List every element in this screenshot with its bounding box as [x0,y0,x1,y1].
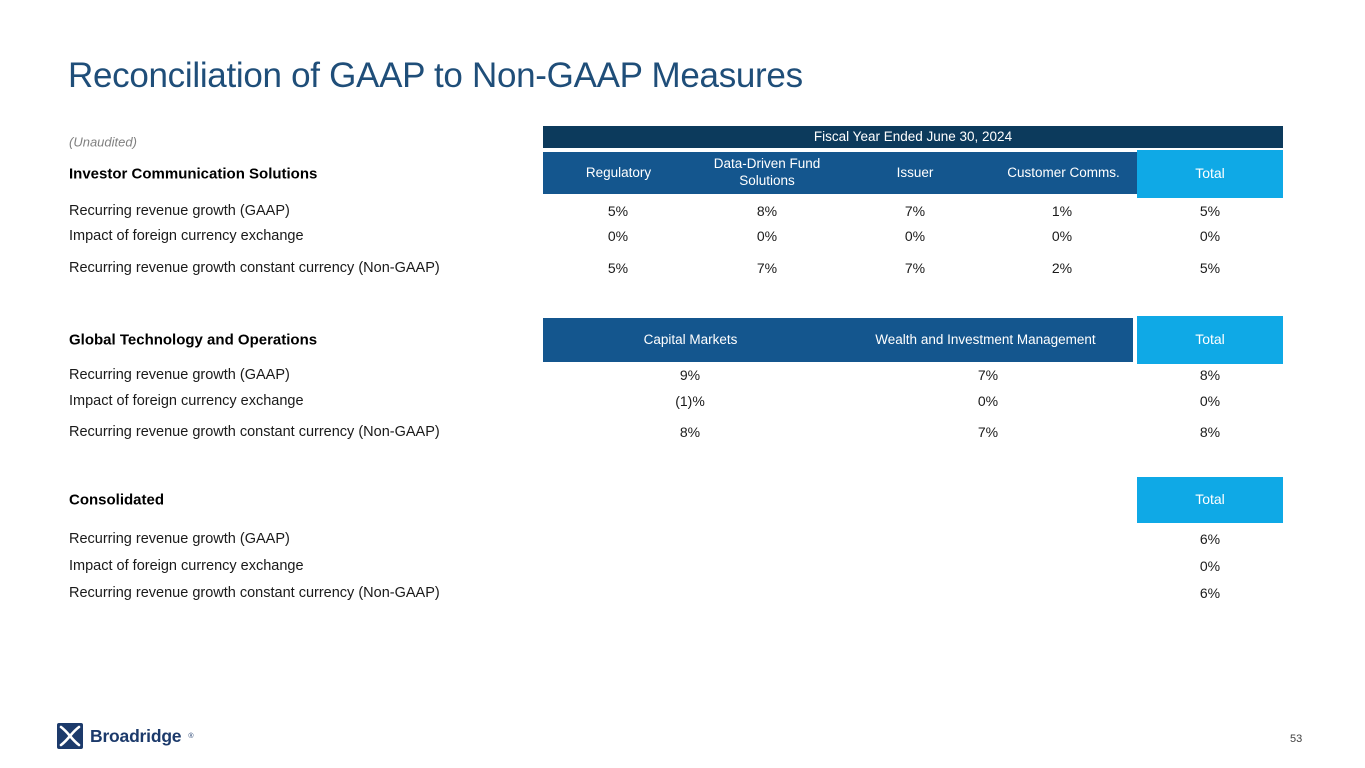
row-label: Recurring revenue growth constant curren… [69,424,440,440]
cell-value: 5% [1199,203,1221,219]
row-label: Recurring revenue growth (GAAP) [69,531,290,547]
row-label: Recurring revenue growth (GAAP) [69,367,290,383]
page-title: Reconciliation of GAAP to Non-GAAP Measu… [68,56,803,95]
row-label: Impact of foreign currency exchange [69,558,304,574]
unaudited-note: (Unaudited) [69,134,137,150]
broadridge-wordmark: Broadridge [90,725,182,746]
column-header-data-driven-fund-solutions: Data-Driven Fund Solutions [694,152,840,194]
section-label-investor-communication-solutions: Investor Communication Solutions [69,165,318,183]
section-label-global-technology-and-operations: Global Technology and Operations [69,331,318,349]
cell-value: 8% [756,203,778,219]
row-label: Impact of foreign currency exchange [69,228,304,244]
cell-value: 8% [679,424,701,440]
cell-value: 8% [1199,424,1221,440]
column-header-regulatory: Regulatory [543,152,694,194]
column-header-total: Total [1137,477,1283,523]
cell-value: 5% [607,203,629,219]
cell-value: 0% [756,228,778,244]
cell-value: 6% [1199,531,1221,547]
cell-value: 6% [1199,585,1221,601]
cell-value: 0% [1199,393,1221,409]
cell-value: 0% [977,393,999,409]
column-header-total: Total [1137,316,1283,364]
cell-value: 1% [1051,203,1073,219]
column-header-capital-markets: Capital Markets [543,318,838,362]
cell-value: 5% [1199,260,1221,276]
column-header-total: Total [1137,150,1283,198]
row-label: Recurring revenue growth constant curren… [69,585,440,601]
broadridge-logo-icon [57,723,83,749]
cell-value: (1)% [675,393,705,409]
cell-value: 0% [607,228,629,244]
row-label: Impact of foreign currency exchange [69,393,304,409]
cell-value: 0% [904,228,926,244]
cell-value: 8% [1199,367,1221,383]
cell-value: 7% [977,424,999,440]
column-header-wealth-and-investment-management: Wealth and Investment Management [838,318,1133,362]
fiscal-period-header: Fiscal Year Ended June 30, 2024 [543,126,1283,148]
page-number: 53 [1290,733,1303,745]
row-label: Recurring revenue growth (GAAP) [69,203,290,219]
column-header-issuer: Issuer [840,152,990,194]
cell-value: 0% [1051,228,1073,244]
cell-value: 7% [904,260,926,276]
cell-value: 9% [679,367,701,383]
cell-value: 0% [1199,558,1221,574]
column-header-customer-comms: Customer Comms. [990,152,1137,194]
cell-value: 0% [1199,228,1221,244]
cell-value: 7% [904,203,926,219]
trademark-symbol: ® [188,732,194,740]
row-label: Recurring revenue growth constant curren… [69,260,440,276]
broadridge-logo: Broadridge ® [57,723,194,749]
cell-value: 7% [756,260,778,276]
cell-value: 7% [977,367,999,383]
cell-value: 5% [607,260,629,276]
cell-value: 2% [1051,260,1073,276]
section-label-consolidated: Consolidated [69,491,165,509]
